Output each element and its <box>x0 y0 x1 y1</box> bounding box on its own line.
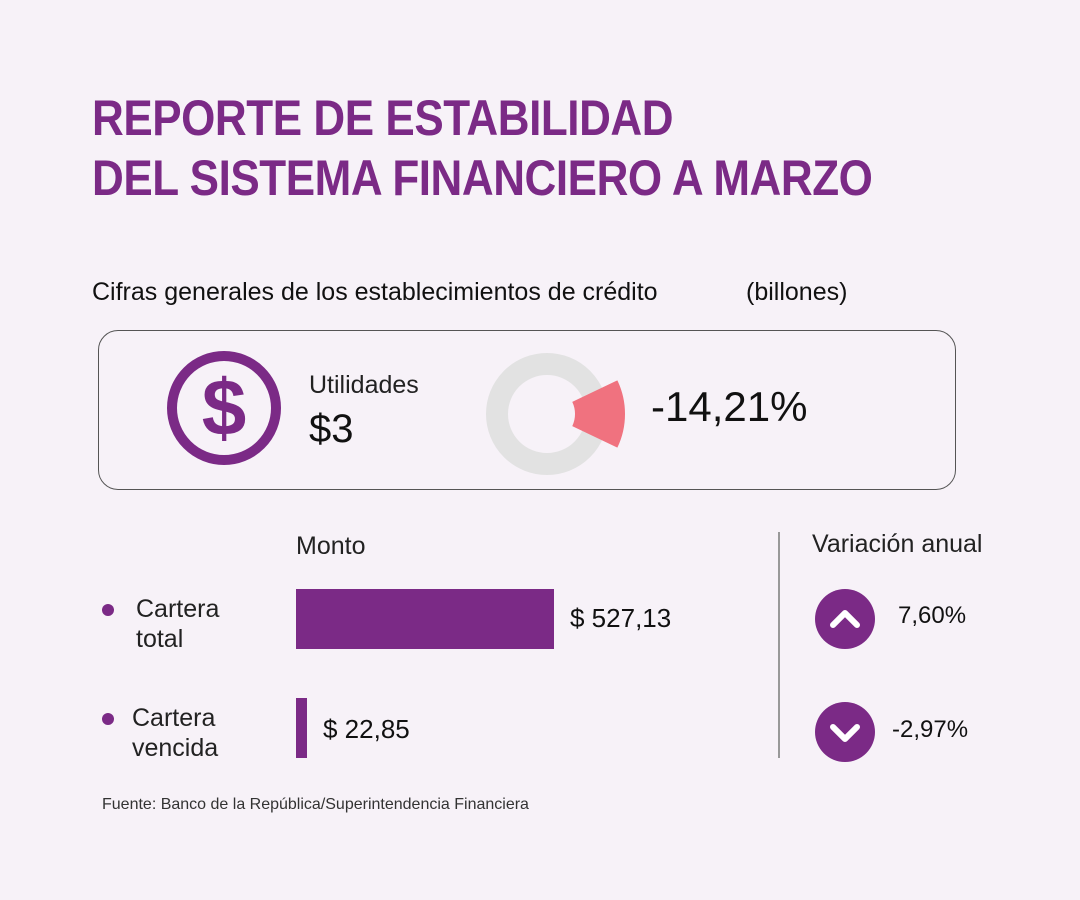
category-label-overdue: Cartera vencida <box>132 703 218 763</box>
page-title: REPORTE DE ESTABILIDAD DEL SISTEMA FINAN… <box>92 88 873 208</box>
chevron-down-icon <box>815 702 875 762</box>
variation-value-total: 7,60% <box>898 602 967 629</box>
column-divider <box>778 532 780 758</box>
svg-text:$: $ <box>202 363 247 452</box>
row-bullet <box>102 604 114 616</box>
profits-change-value: -14,21% <box>651 383 808 430</box>
profits-value: $3 <box>309 407 354 451</box>
chart-subtitle: Cifras generales de los establecimientos… <box>92 278 658 306</box>
dollar-icon: $ <box>167 351 281 465</box>
profits-change-donut <box>486 353 626 475</box>
variation-column-header: Variación anual <box>812 530 983 558</box>
bar-cartera-vencida <box>296 698 307 758</box>
profits-label: Utilidades <box>309 371 419 399</box>
donut-negative-slice <box>572 380 626 448</box>
amount-column-header: Monto <box>296 532 366 560</box>
title-line-2: DEL SISTEMA FINANCIERO A MARZO <box>92 150 873 206</box>
profits-summary-card: $ Utilidades $3 -14,21% <box>98 330 956 490</box>
bar-cartera-total <box>296 589 554 649</box>
category-label-line: Cartera <box>132 704 216 732</box>
category-label-line: vencida <box>132 734 219 762</box>
bar-value-label: $ 527,13 <box>570 603 672 633</box>
chevron-up-icon <box>815 589 875 649</box>
category-label-total: Cartera total <box>136 594 219 654</box>
units-label: (billones) <box>746 278 848 306</box>
source-note: Fuente: Banco de la República/Superinten… <box>102 796 529 813</box>
category-label-line: total <box>136 625 184 653</box>
title-line-1: REPORTE DE ESTABILIDAD <box>92 90 674 146</box>
variation-value-overdue: -2,97% <box>892 716 969 743</box>
bar-value-label: $ 22,85 <box>323 714 410 744</box>
row-bullet <box>102 713 114 725</box>
category-label-line: Cartera <box>136 595 220 623</box>
